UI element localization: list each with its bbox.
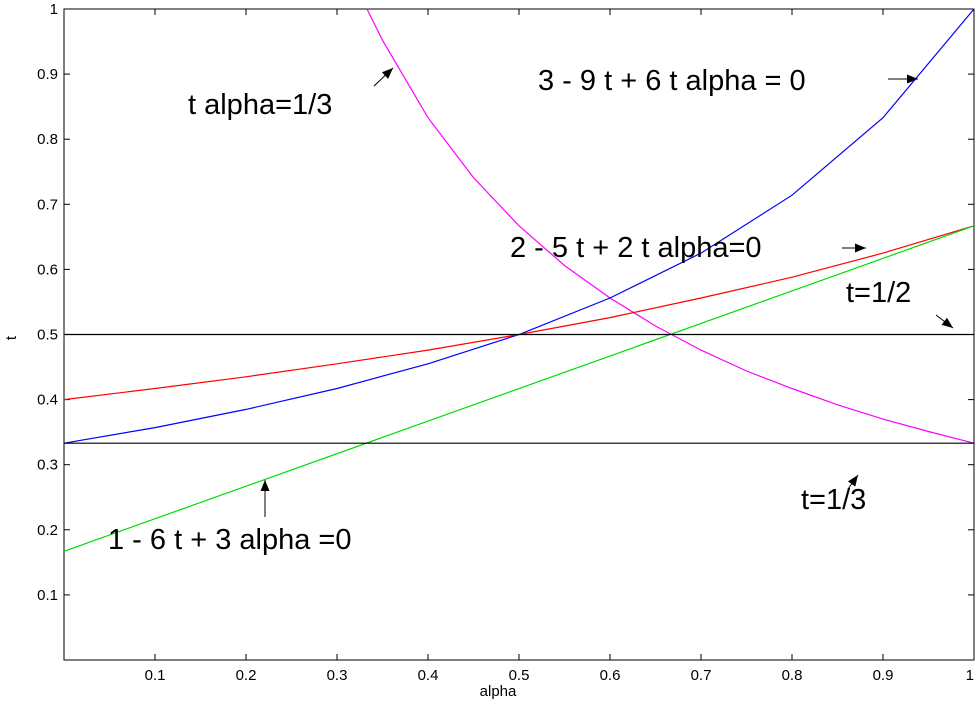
y-tick-label: 0.4 [37, 392, 58, 409]
y-tick-label: 0.8 [37, 131, 58, 148]
x-tick-label: 0.3 [327, 667, 348, 684]
arrow-curve-1-6t-head [260, 480, 270, 491]
y-tick-label: 0.7 [37, 196, 58, 213]
y-tick-label: 1 [50, 1, 58, 18]
series-layer [63, 8, 975, 552]
x-tick-label: 0.2 [236, 667, 257, 684]
y-tick-label: 0.1 [37, 587, 58, 604]
y-axis-ticks: 0.1 0.2 0.3 0.4 0.5 0.6 0.7 0.8 0.9 1 [37, 1, 974, 604]
series-magenta-t-alpha [366, 8, 975, 444]
y-tick-label: 0.5 [37, 327, 58, 344]
arrow-curve-3-9t-head [907, 74, 918, 84]
arrow-t-alpha-head [381, 68, 393, 79]
x-tick-label: 0.5 [509, 667, 530, 684]
x-axis-ticks: 0.1 0.2 0.3 0.4 0.5 0.6 0.7 0.8 0.9 1 [145, 9, 975, 684]
annotation-t-1-3: t=1/3 [801, 484, 866, 516]
y-axis-title: t [3, 335, 20, 340]
x-axis-title: alpha [480, 683, 517, 700]
y-tick-label: 0.6 [37, 261, 58, 278]
x-tick-label: 0.6 [600, 667, 621, 684]
annotation-arrows [260, 67, 954, 517]
annotation-curve-1-6t: 1 - 6 t + 3 alpha =0 [108, 524, 351, 556]
annotation-curve-3-9t: 3 - 9 t + 6 t alpha = 0 [538, 65, 806, 97]
arrow-t-1-3-head [847, 475, 858, 487]
y-tick-label: 0.2 [37, 522, 58, 539]
arrow-t-1-2-head [941, 317, 953, 328]
y-tick-label: 0.3 [37, 457, 58, 474]
annotation-curve-2-5t: 2 - 5 t + 2 t alpha=0 [510, 232, 762, 264]
annotation-t-alpha-1-3: t alpha=1/3 [188, 89, 332, 121]
x-tick-label: 0.4 [418, 667, 439, 684]
y-tick-label: 0.9 [37, 66, 58, 83]
x-tick-label: 0.8 [782, 667, 803, 684]
arrow-curve-2-5t-head [855, 243, 866, 253]
series-green-line [63, 225, 975, 552]
x-tick-label: 0.1 [145, 667, 166, 684]
annotation-t-1-2: t=1/2 [846, 277, 911, 309]
x-tick-label: 0.9 [873, 667, 894, 684]
x-tick-label: 1 [966, 667, 974, 684]
x-tick-label: 0.7 [691, 667, 712, 684]
